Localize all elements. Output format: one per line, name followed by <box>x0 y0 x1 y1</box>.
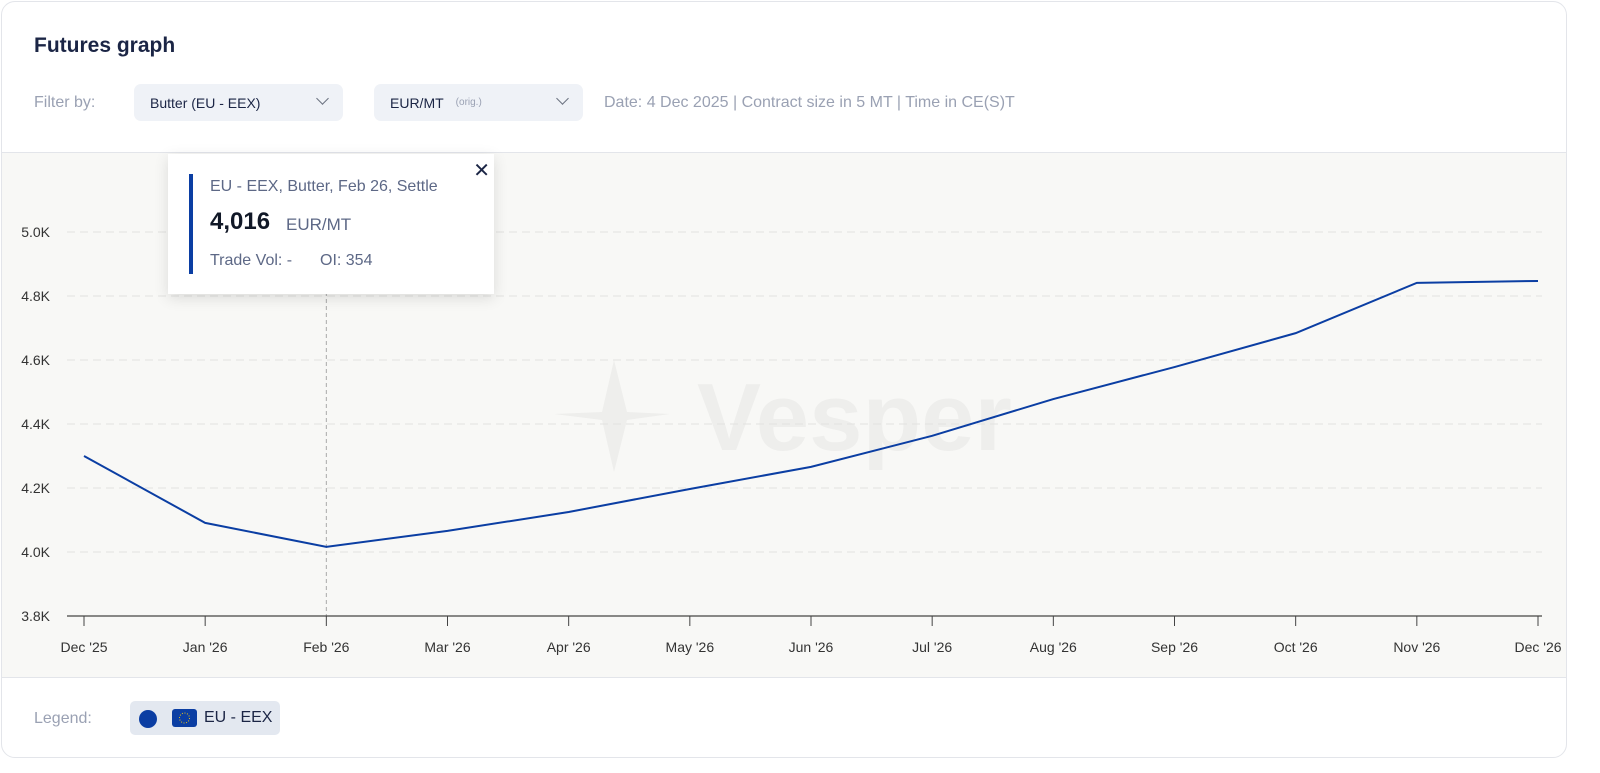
x-tick-label: May '26 <box>666 639 715 655</box>
watermark-logo-icon <box>554 360 670 472</box>
series-color-bar <box>189 174 193 274</box>
unit-note: (orig.) <box>455 97 482 108</box>
y-tick-label: 5.0K <box>21 224 50 240</box>
watermark: Vesper <box>554 360 1012 472</box>
filter-label: Filter by: <box>34 94 96 111</box>
x-tick-label: Aug '26 <box>1030 639 1077 655</box>
futures-graph-card: Futures graph Filter by: Butter (EU - EE… <box>1 1 1567 758</box>
legend-series-name: EU - EEX <box>204 709 273 726</box>
x-tick-label: Jul '26 <box>912 639 952 655</box>
data-tooltip: EU - EEX, Butter, Feb 26, Settle 4,016 E… <box>168 154 494 294</box>
legend-item-eu-eex[interactable]: EU - EEX <box>130 701 280 735</box>
x-tick-label: Dec '25 <box>60 639 107 655</box>
x-tick-label: Oct '26 <box>1274 639 1318 655</box>
close-icon[interactable]: ✕ <box>473 160 490 182</box>
futures-chart: Vesper 3.8K 4.0K 4.2K 4.4K 4.6K 4.8K 5.0K Dec '… <box>21 224 1562 655</box>
x-tick-label: Sep '26 <box>1151 639 1198 655</box>
x-tick-label: Dec '26 <box>1514 639 1561 655</box>
eu-flag-icon <box>172 709 197 727</box>
y-tick-label: 4.2K <box>21 480 50 496</box>
series-dot-icon <box>139 710 157 728</box>
tooltip-value: 4,016 <box>210 208 271 235</box>
x-tick-label: Jun '26 <box>789 639 834 655</box>
tooltip-unit: EUR/MT <box>286 215 352 234</box>
tooltip-title: EU - EEX, Butter, Feb 26, Settle <box>210 178 438 195</box>
watermark-text: Vesper <box>697 364 1012 471</box>
page-title: Futures graph <box>34 34 176 57</box>
y-tick-label: 4.8K <box>21 288 50 304</box>
tooltip-trade-vol: Trade Vol: - <box>210 252 293 269</box>
x-tick-label: Feb '26 <box>303 639 349 655</box>
unit-select[interactable]: EUR/MT (orig.) <box>374 84 583 121</box>
series-line <box>83 279 1539 548</box>
x-tick-label: Nov '26 <box>1393 639 1440 655</box>
product-select-value: Butter (EU - EEX) <box>150 94 261 111</box>
y-tick-label: 4.4K <box>21 416 50 432</box>
x-tick-label: Apr '26 <box>547 639 591 655</box>
x-tick-label: Jan '26 <box>183 639 228 655</box>
y-tick-label: 4.6K <box>21 352 50 368</box>
tooltip-oi: OI: 354 <box>320 252 373 269</box>
x-tick-label: Mar '26 <box>424 639 470 655</box>
y-tick-label: 3.8K <box>21 608 50 624</box>
product-select[interactable]: Butter (EU - EEX) <box>134 84 343 121</box>
contract-info: Date: 4 Dec 2025 | Contract size in 5 MT… <box>604 94 1015 111</box>
y-tick-label: 4.0K <box>21 544 50 560</box>
legend-label: Legend: <box>34 710 92 727</box>
unit-select-value: EUR/MT <box>390 94 444 111</box>
